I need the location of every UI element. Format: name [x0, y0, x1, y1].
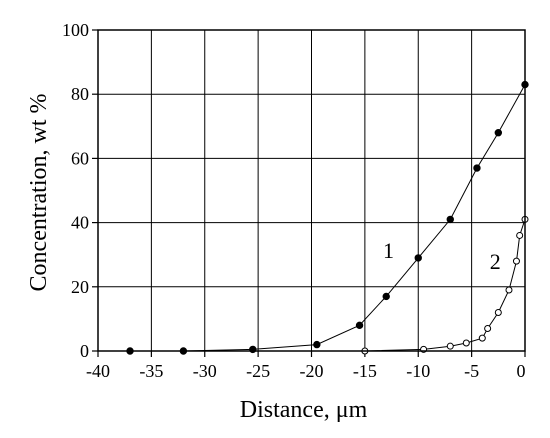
series-2-point [513, 258, 519, 264]
series-1-point [495, 130, 501, 136]
y-tick-label: 40 [71, 213, 89, 233]
series-1-line [130, 85, 525, 351]
x-tick-label: 0 [517, 361, 526, 381]
series-1-point [415, 255, 421, 261]
series-1-point [383, 293, 389, 299]
series-2-point [485, 326, 491, 332]
series-2-point [495, 309, 501, 315]
x-axis-label: Distance, μm [240, 397, 368, 423]
y-tick-labels: 0 20 40 60 80 100 [62, 20, 89, 361]
y-axis-label: Concentration, wt % [26, 94, 52, 292]
x-tick-label: -5 [464, 361, 479, 381]
series-2-point [447, 343, 453, 349]
series-1-point [314, 341, 320, 347]
series-2-point [506, 287, 512, 293]
curves [130, 85, 525, 351]
y-tick-label: 100 [62, 20, 89, 40]
y-tick-label: 60 [71, 148, 89, 168]
series-1-point [474, 165, 480, 171]
series-1-point [447, 216, 453, 222]
x-tick-labels: -40 -35 -30 -25 -20 -15 -10 -5 0 [86, 361, 526, 381]
x-tick-label: -30 [193, 361, 217, 381]
x-tick-label: -15 [353, 361, 377, 381]
y-tick-label: 80 [71, 84, 89, 104]
x-tick-label: -20 [300, 361, 324, 381]
series-2-point [517, 232, 523, 238]
data-points [127, 81, 528, 354]
series-2-point [479, 335, 485, 341]
x-tick-label: -35 [139, 361, 163, 381]
x-tick-label: -25 [246, 361, 270, 381]
x-tick-label: -40 [86, 361, 110, 381]
y-tick-label: 20 [71, 277, 89, 297]
grid [92, 30, 525, 357]
series-1-point [356, 322, 362, 328]
y-tick-label: 0 [80, 341, 89, 361]
series-2-label: 2 [490, 249, 501, 274]
series-1-label: 1 [383, 238, 394, 263]
x-tick-label: -10 [406, 361, 430, 381]
series-2-point [463, 340, 469, 346]
